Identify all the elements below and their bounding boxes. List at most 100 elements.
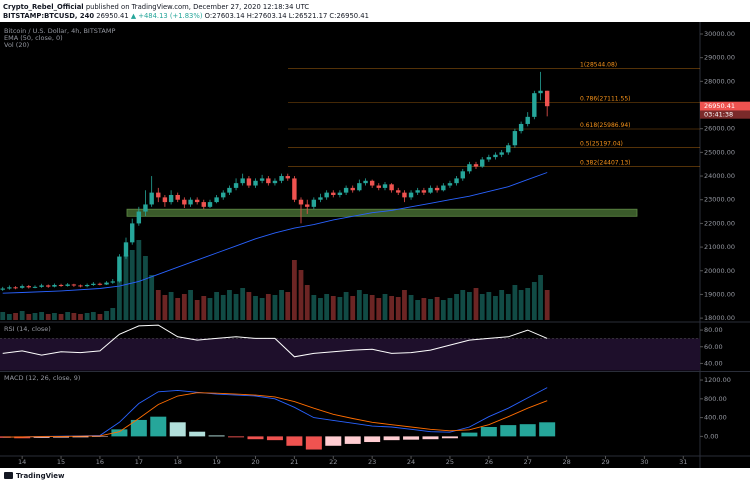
x-tick-label: 24 xyxy=(407,458,415,466)
y-tick-label: 18000.00 xyxy=(704,314,735,322)
candle-body xyxy=(156,192,161,198)
candle-body xyxy=(447,183,453,186)
volume-bar xyxy=(473,288,479,320)
volume-bar xyxy=(162,295,168,320)
candle-body xyxy=(65,284,70,286)
volume-bar xyxy=(440,300,446,320)
line xyxy=(2,392,548,438)
candle-body xyxy=(19,286,25,288)
volume-bar xyxy=(26,314,32,320)
y-tick-label: 80.00 xyxy=(704,326,723,334)
volume-bar xyxy=(207,298,213,320)
volume-bar xyxy=(129,250,135,320)
candle-body xyxy=(292,178,297,200)
candle-body xyxy=(246,178,252,186)
candle-body xyxy=(512,131,518,146)
volume-bar xyxy=(78,314,83,320)
volume-bar xyxy=(6,314,12,320)
volume-bar xyxy=(544,290,550,320)
volume-bar xyxy=(304,285,310,320)
pane xyxy=(0,68,700,320)
candle-body xyxy=(104,282,109,285)
histogram-bar xyxy=(72,436,89,438)
x-tick-label: 30 xyxy=(640,458,648,466)
volume-bar xyxy=(525,288,531,320)
candle-body xyxy=(441,185,446,191)
candle-body xyxy=(493,154,498,158)
volume-bar xyxy=(350,296,356,320)
publisher: Crypto_Rebel_Official xyxy=(3,3,84,11)
candle-body xyxy=(363,180,368,184)
histogram-bar xyxy=(500,425,517,437)
volume-bar xyxy=(58,314,64,320)
volume-bar xyxy=(188,290,193,320)
volume-bar xyxy=(311,295,317,320)
volume-bar xyxy=(272,295,278,320)
x-tick-label: 14 xyxy=(18,458,26,466)
candle-body xyxy=(518,123,524,132)
candle-body xyxy=(259,178,265,181)
volume-bar xyxy=(493,296,498,320)
histogram-bar xyxy=(344,436,361,444)
volume-bar xyxy=(376,298,382,320)
candle-body xyxy=(71,284,77,286)
x-tick-label: 20 xyxy=(251,458,259,466)
y-tick-label: 28000.00 xyxy=(704,77,735,85)
volume-bar xyxy=(402,290,407,320)
volume-bar xyxy=(220,295,226,320)
volume-bar xyxy=(330,296,336,320)
histogram-bar xyxy=(169,422,186,437)
candle-body xyxy=(421,190,427,193)
candle-body xyxy=(285,176,290,179)
volume-bar xyxy=(39,312,45,320)
candle-body xyxy=(350,187,355,191)
candle-body xyxy=(227,187,232,193)
candle-body xyxy=(305,204,310,207)
candle-body xyxy=(117,256,122,282)
candle-body xyxy=(343,187,349,193)
candle-body xyxy=(396,190,401,193)
y-tick-label: 0.00 xyxy=(704,432,718,440)
candle-body xyxy=(253,180,258,186)
candle-body xyxy=(311,199,317,207)
candle-body xyxy=(91,283,96,285)
candle-body xyxy=(499,152,504,155)
y-tick-label: 21000.00 xyxy=(704,243,735,251)
volume-bar xyxy=(123,255,129,320)
histogram-bar xyxy=(403,436,420,440)
line xyxy=(2,172,548,294)
volume-bar xyxy=(428,299,433,320)
fib-label: 1(28544.08) xyxy=(580,61,617,68)
candle-body xyxy=(532,93,537,117)
header-line-1: Crypto_Rebel_Official published on Tradi… xyxy=(3,3,309,11)
published: published on TradingView.com, December 2… xyxy=(86,3,310,11)
candle-body xyxy=(506,145,511,153)
chart-background xyxy=(0,22,750,468)
volume-bar xyxy=(110,308,116,320)
candle-body xyxy=(214,197,219,203)
y-tick-label: 23000.00 xyxy=(704,196,735,204)
candle-body xyxy=(130,223,135,243)
histogram-bar xyxy=(364,436,381,443)
candle-body xyxy=(460,171,465,179)
candle-body xyxy=(0,288,5,290)
volume-bar xyxy=(279,290,284,320)
candle-body xyxy=(233,183,239,188)
volume-bar xyxy=(285,292,291,320)
volume-bar xyxy=(149,275,155,320)
price: 26950.41 xyxy=(96,12,128,20)
volume-bar xyxy=(454,294,459,320)
x-tick-label: 28 xyxy=(562,458,570,466)
candle-body xyxy=(467,164,472,172)
candle-body xyxy=(266,178,271,184)
volume-bar xyxy=(291,260,297,320)
volume-bar xyxy=(447,298,453,320)
candle-body xyxy=(486,157,492,160)
candle-body xyxy=(408,192,414,198)
candle-body xyxy=(110,281,115,283)
countdown-label: 03:41:38 xyxy=(704,111,733,119)
candle-body xyxy=(78,285,83,287)
y-tick-label: 22000.00 xyxy=(704,219,735,227)
candle-body xyxy=(26,286,31,288)
histogram-bar xyxy=(228,436,245,438)
